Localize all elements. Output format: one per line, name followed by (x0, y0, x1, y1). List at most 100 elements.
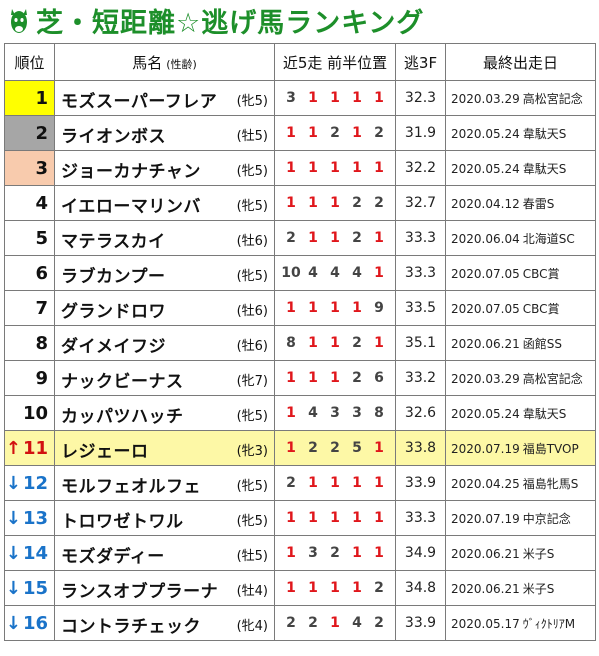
early-position: 1 (308, 125, 318, 141)
early-position: 8 (286, 335, 296, 351)
horse-name: マテラスカイ (61, 232, 166, 252)
last3f-header: 逃3F (395, 43, 446, 81)
last-run-date: 2020.05.24 (451, 161, 520, 176)
rank-number: 15 (22, 577, 48, 599)
early-position: 1 (308, 580, 318, 596)
last3f-cell: 33.5 (395, 290, 446, 326)
last3f-cell: 33.3 (395, 255, 446, 291)
last3f-cell: 33.9 (395, 465, 446, 501)
horse-name: ジョーカナチャン (61, 162, 201, 182)
early-position: 1 (330, 195, 340, 211)
last-run-race: 函館SS (522, 336, 562, 351)
horse-sex-age: (牡4) (236, 584, 268, 599)
last-run-cell: 2020.06.04 北海道SC (445, 220, 596, 256)
rank-number: 2 (35, 122, 48, 144)
horse-icon (11, 9, 27, 33)
early-position: 4 (330, 265, 340, 281)
early-position: 2 (352, 195, 362, 211)
horse-sex-age: (牝5) (236, 409, 268, 424)
rank-cell: 4 (4, 185, 55, 221)
early-position: 2 (352, 230, 362, 246)
early-position: 1 (308, 335, 318, 351)
rank-number: 3 (35, 157, 48, 179)
ranking-body: 1 モズスーパーフレア (牝5) 3 1 1 1 1 32.3 2020.03.29 高松宮記念 2 ラ… (4, 80, 596, 641)
rank-cell: ↑ 11 (4, 430, 55, 466)
last-run-date: 2020.07.05 (451, 266, 520, 281)
recent-positions-cell: 10 4 4 4 1 (274, 255, 396, 291)
last-run-cell: 2020.06.21 米子S (445, 535, 596, 571)
rank-number: 10 (22, 402, 48, 424)
early-position: 1 (352, 545, 362, 561)
horse-name-cell: レジェーロ (牝3) (54, 430, 275, 466)
horse-name: モズダディー (61, 547, 165, 567)
table-row: 2 ライオンボス (牡5) 1 1 2 1 2 31.9 2020.05.24 韋駄天S (4, 115, 596, 151)
horse-name-cell: トロワゼトワル (牝5) (54, 500, 275, 536)
last-run-date: 2020.05.17 (451, 616, 520, 631)
horse-name: カッパツハッチ (61, 407, 184, 427)
rank-number: 5 (35, 227, 48, 249)
horse-name-cell: カッパツハッチ (牝5) (54, 395, 275, 431)
rank-number: 7 (35, 297, 48, 319)
rank-header: 順位 (4, 43, 55, 81)
early-position: 1 (286, 545, 296, 561)
last-run-cell: 2020.07.05 CBC賞 (445, 290, 596, 326)
rank-number: 4 (35, 192, 48, 214)
horse-name: グランドロワ (61, 302, 166, 322)
early-position: 1 (286, 160, 296, 176)
rank-number: 16 (22, 612, 48, 634)
title-bar: 芝・短距離☆逃げ馬ランキング (0, 0, 599, 40)
horse-name: ラブカンプー (61, 267, 166, 287)
early-position: 4 (308, 265, 318, 281)
horse-name: ダイメイフジ (61, 337, 166, 357)
horse-name-cell: グランドロワ (牡6) (54, 290, 275, 326)
horse-name: コントラチェック (61, 617, 201, 637)
early-position: 2 (330, 440, 340, 456)
rank-down-arrow-icon: ↓ (5, 577, 21, 599)
name-header-label: 馬名 (132, 53, 163, 72)
early-position: 2 (308, 615, 318, 631)
horse-sex-age: (牝7) (236, 374, 268, 389)
rank-number: 13 (22, 507, 48, 529)
last-run-cell: 2020.04.12 春雷S (445, 185, 596, 221)
last3f-cell: 32.6 (395, 395, 446, 431)
last3f-cell: 34.8 (395, 570, 446, 606)
last3f-cell: 33.8 (395, 430, 446, 466)
early-position: 1 (286, 405, 296, 421)
last3f-cell: 31.9 (395, 115, 446, 151)
early-position: 5 (352, 440, 362, 456)
rank-cell: 10 (4, 395, 55, 431)
early-position: 1 (374, 440, 384, 456)
early-position: 1 (286, 370, 296, 386)
early-position: 1 (330, 615, 340, 631)
last-run-race: 米子S (522, 581, 555, 596)
rank-cell: 3 (4, 150, 55, 186)
early-position: 1 (374, 545, 384, 561)
last-run-date: 2020.07.05 (451, 301, 520, 316)
horse-name-cell: ナックビーナス (牝7) (54, 360, 275, 396)
early-position: 1 (286, 580, 296, 596)
horse-sex-age: (牝5) (236, 269, 268, 284)
rank-up-arrow-icon: ↑ (5, 437, 21, 459)
last3f-cell: 33.3 (395, 500, 446, 536)
last-run-cell: 2020.07.05 CBC賞 (445, 255, 596, 291)
early-position: 1 (330, 580, 340, 596)
early-position: 1 (374, 510, 384, 526)
early-position: 10 (281, 265, 301, 281)
early-position: 1 (352, 300, 362, 316)
early-position: 1 (308, 90, 318, 106)
early-position: 1 (374, 230, 384, 246)
last-run-date: 2020.06.04 (451, 231, 520, 246)
rank-cell: 7 (4, 290, 55, 326)
early-position: 4 (352, 265, 362, 281)
rank-cell: ↓ 14 (4, 535, 55, 571)
last3f-cell: 34.9 (395, 535, 446, 571)
early-position: 1 (308, 475, 318, 491)
rank-cell: ↓ 13 (4, 500, 55, 536)
horse-sex-age: (牝5) (236, 199, 268, 214)
table-row: 6 ラブカンプー (牝5) 10 4 4 4 1 33.3 2020.07.05 CBC賞 (4, 255, 596, 291)
